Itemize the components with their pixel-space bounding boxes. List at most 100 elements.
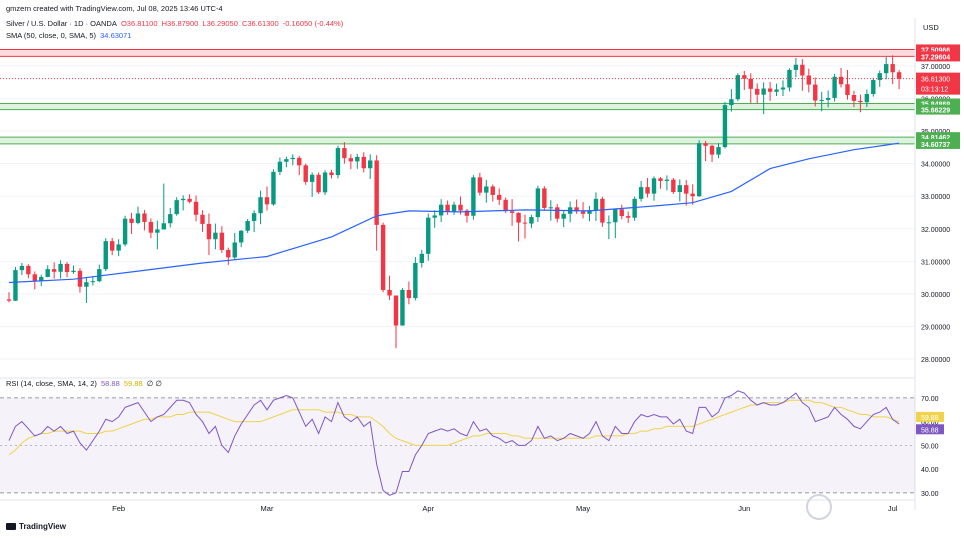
ohlc-open: O36.81100 (120, 19, 158, 28)
candle-body (309, 174, 315, 182)
candle (735, 73, 741, 102)
candle (348, 154, 354, 170)
zone-price-label: 34.60737 (921, 142, 950, 149)
rsi-label: RSI (14, close, SMA, 14, 2) (6, 379, 97, 388)
candle (645, 178, 650, 198)
candle (284, 156, 289, 168)
candle-body (122, 218, 128, 245)
ohlc-change: -0.16050 (-0.44%) (282, 19, 344, 28)
candle (535, 185, 541, 222)
candle (329, 169, 334, 179)
candle-body (645, 187, 650, 194)
candle (671, 178, 676, 194)
candle (684, 179, 689, 206)
candle-body (626, 216, 631, 218)
ohlc-close: C36.61300 (241, 19, 279, 28)
price-tick-label: 31.00000 (921, 259, 950, 266)
candles[interactable] (6, 55, 902, 349)
candle (651, 176, 657, 201)
candle-body (374, 160, 379, 225)
candle-body (709, 145, 715, 155)
horizontal-zones[interactable] (0, 48, 915, 145)
candle-body (651, 178, 657, 194)
candle-body (303, 165, 308, 182)
sma-legend[interactable]: SMA (50, close, 0, SMA, 5) 34.63071 (6, 31, 133, 41)
tradingview-logo[interactable]: TradingView (6, 522, 66, 531)
rsi-tick-label: 30.00 (921, 491, 939, 498)
candle-body (84, 282, 89, 287)
candle-body (206, 223, 212, 240)
candle-body (348, 158, 354, 162)
rsi-tick-label: 60.00 (921, 420, 939, 427)
candle (110, 237, 115, 256)
rsi-axis[interactable]: 30.00 40.00 50.00 60.00 70.00 58.88 59.88 (916, 396, 944, 498)
candle (574, 199, 579, 214)
time-axis[interactable]: Feb Mar Apr May Jun Jul (0, 499, 915, 513)
candle (838, 67, 844, 88)
candle-body (671, 179, 676, 193)
candle-body (213, 232, 218, 240)
candle (303, 163, 308, 185)
candle-body (180, 198, 186, 201)
candle (690, 184, 695, 205)
candle (129, 212, 134, 234)
candle (522, 214, 528, 239)
candle-body (32, 274, 37, 281)
candle (258, 190, 263, 225)
candle-body (445, 204, 450, 212)
candle (464, 208, 470, 223)
candle-body (329, 172, 334, 176)
candle-body (155, 229, 160, 233)
candle-body (587, 210, 592, 214)
price-tick-label: 32.00000 (921, 227, 950, 234)
rsi-pane[interactable] (0, 377, 915, 496)
price-tick-label: 29.00000 (921, 324, 950, 331)
candle-body (574, 207, 579, 212)
candle (413, 257, 418, 301)
candle-body (193, 201, 199, 215)
candle (490, 184, 495, 202)
candle (13, 266, 18, 302)
price-tick-label: 37.00000 (921, 64, 950, 71)
candle-body (239, 230, 244, 243)
candle-body (226, 249, 231, 258)
candle (451, 201, 457, 215)
candle-body (871, 80, 876, 95)
candle (335, 145, 341, 179)
price-axis[interactable]: USD 28.00000 29.00000 30.00000 31.00000 32.00… (914, 18, 960, 510)
candle (555, 204, 560, 223)
candle-body (438, 204, 444, 216)
candle (322, 170, 328, 195)
candle (677, 179, 682, 202)
candle (529, 214, 534, 229)
candle (890, 55, 895, 84)
candle-body (419, 253, 424, 263)
candle-body (322, 172, 328, 193)
candle-body (103, 241, 108, 270)
rsi-extra: ∅ ∅ (146, 379, 162, 388)
candle (58, 260, 63, 279)
candle (871, 77, 876, 97)
candle (593, 192, 599, 221)
candle-body (219, 232, 225, 250)
candle-body (832, 76, 837, 98)
candle (193, 195, 199, 222)
candle-body (522, 222, 528, 224)
rsi-legend[interactable]: RSI (14, close, SMA, 14, 2) 58.88 59.88 … (6, 379, 164, 389)
rsi-ma-value: 59.88 (123, 379, 143, 388)
candle-body (561, 213, 566, 219)
candle-body (677, 185, 682, 193)
candle (696, 140, 702, 197)
sma-series (0, 78, 915, 284)
zone-fill (0, 103, 915, 110)
symbol-title: Silver / U.S. Dollar · 1D · OANDA (6, 19, 117, 28)
candle (761, 82, 766, 115)
candle (122, 215, 128, 247)
candle (432, 210, 437, 228)
candle (819, 91, 824, 112)
zone-price-tag (916, 98, 960, 109)
candle (587, 206, 592, 222)
candle (135, 206, 141, 225)
candle-body (619, 209, 624, 217)
